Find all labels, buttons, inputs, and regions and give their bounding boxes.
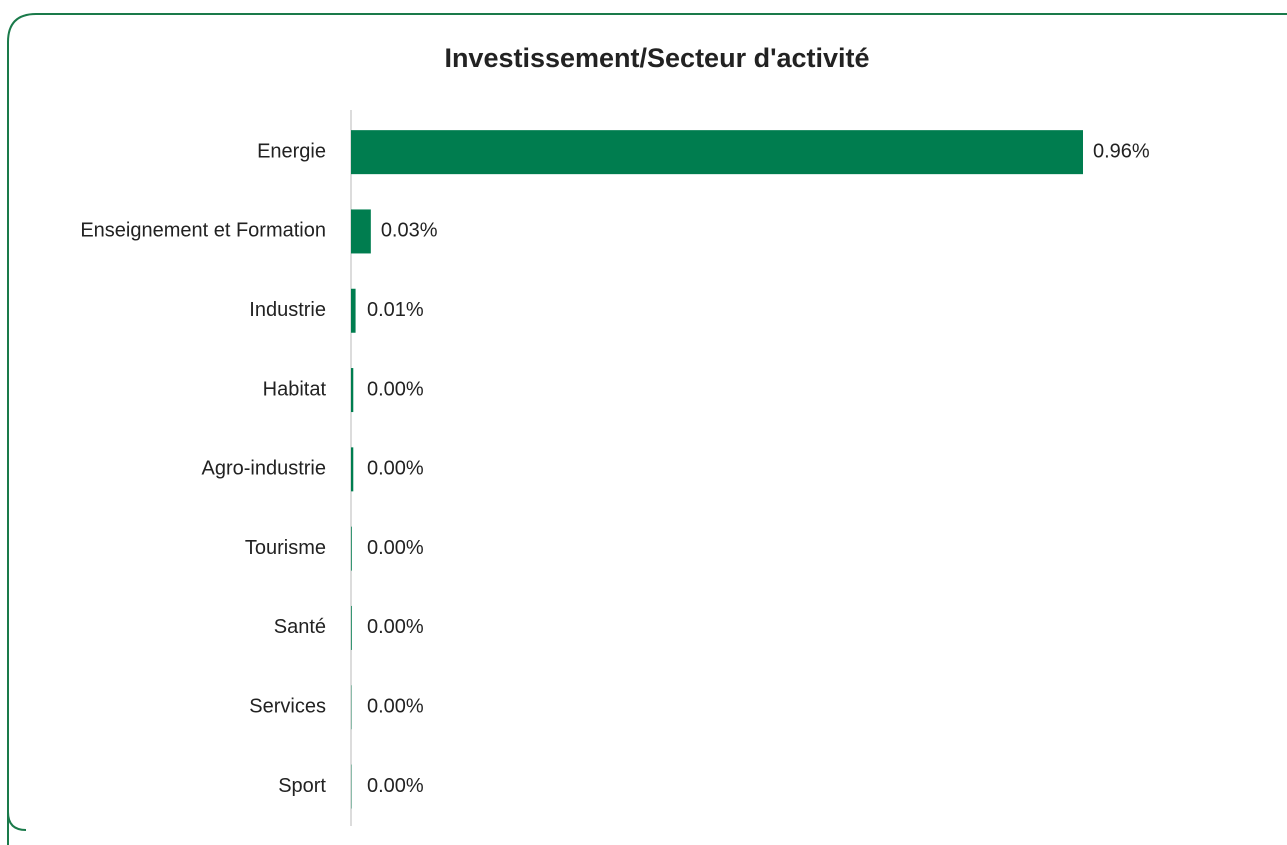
value-label: 0.00% — [367, 537, 424, 559]
frame — [7, 13, 1287, 845]
value-label: 0.01% — [367, 299, 424, 321]
category-label: Habitat — [263, 378, 327, 400]
frame-corner — [7, 800, 27, 831]
bar — [351, 605, 352, 650]
value-label: 0.00% — [367, 458, 424, 480]
value-label: 0.03% — [381, 220, 438, 242]
category-label: Services — [249, 696, 326, 718]
category-label: Santé — [274, 616, 326, 638]
bar — [351, 209, 371, 254]
value-label: 0.00% — [367, 378, 424, 400]
value-label: 0.00% — [367, 616, 424, 638]
category-label: Tourisme — [245, 537, 326, 559]
category-label: Agro-industrie — [201, 458, 326, 480]
bar — [351, 368, 354, 413]
value-label: 0.00% — [367, 696, 424, 718]
category-label: Sport — [278, 775, 326, 797]
chart-title: Investissement/Secteur d'activité — [444, 43, 869, 73]
category-label: Enseignement et Formation — [80, 220, 326, 242]
category-label: Industrie — [249, 299, 326, 321]
bar — [351, 130, 1083, 175]
bar — [351, 447, 354, 492]
category-label: Energie — [257, 140, 326, 162]
value-label: 0.96% — [1093, 140, 1150, 162]
bar — [351, 288, 356, 333]
bar — [351, 526, 352, 571]
value-label: 0.00% — [367, 775, 424, 797]
